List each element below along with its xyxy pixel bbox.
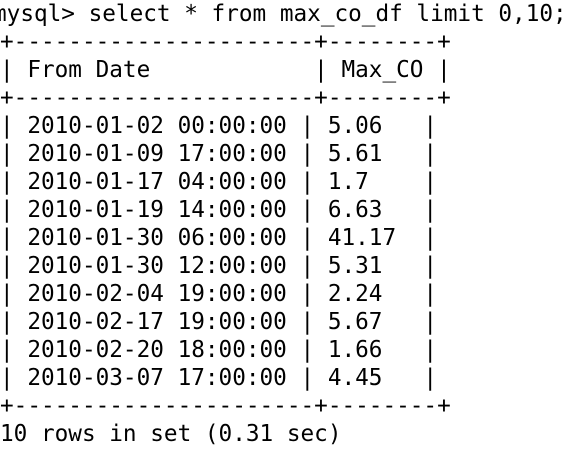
table-row: | 2010-03-07 17:00:00 | 4.45 | (0, 365, 438, 391)
command-line: mysql> select * from max_co_df limit 0,1… (0, 1, 567, 27)
table-row: | 2010-01-30 12:00:00 | 5.31 | (0, 253, 438, 279)
table-header-border: +----------------------+--------+ (0, 85, 451, 111)
table-row: | 2010-02-04 19:00:00 | 2.24 | (0, 281, 438, 307)
table-row: | 2010-01-17 04:00:00 | 1.7 | (0, 169, 438, 195)
table-row: | 2010-02-17 19:00:00 | 5.67 | (0, 309, 438, 335)
table-row: | 2010-01-30 06:00:00 | 41.17 | (0, 225, 438, 251)
table-header: | From Date | Max_CO | (0, 57, 451, 83)
table-row: | 2010-01-09 17:00:00 | 5.61 | (0, 141, 438, 167)
table-row: | 2010-01-19 14:00:00 | 6.63 | (0, 197, 438, 223)
table-top-border: +----------------------+--------+ (0, 29, 451, 55)
table-row: | 2010-01-02 00:00:00 | 5.06 | (0, 113, 438, 139)
table-bottom-border: +----------------------+--------+ (0, 393, 451, 419)
table-row: | 2010-02-20 18:00:00 | 1.66 | (0, 337, 438, 363)
result-summary: 10 rows in set (0.31 sec) (0, 421, 342, 447)
